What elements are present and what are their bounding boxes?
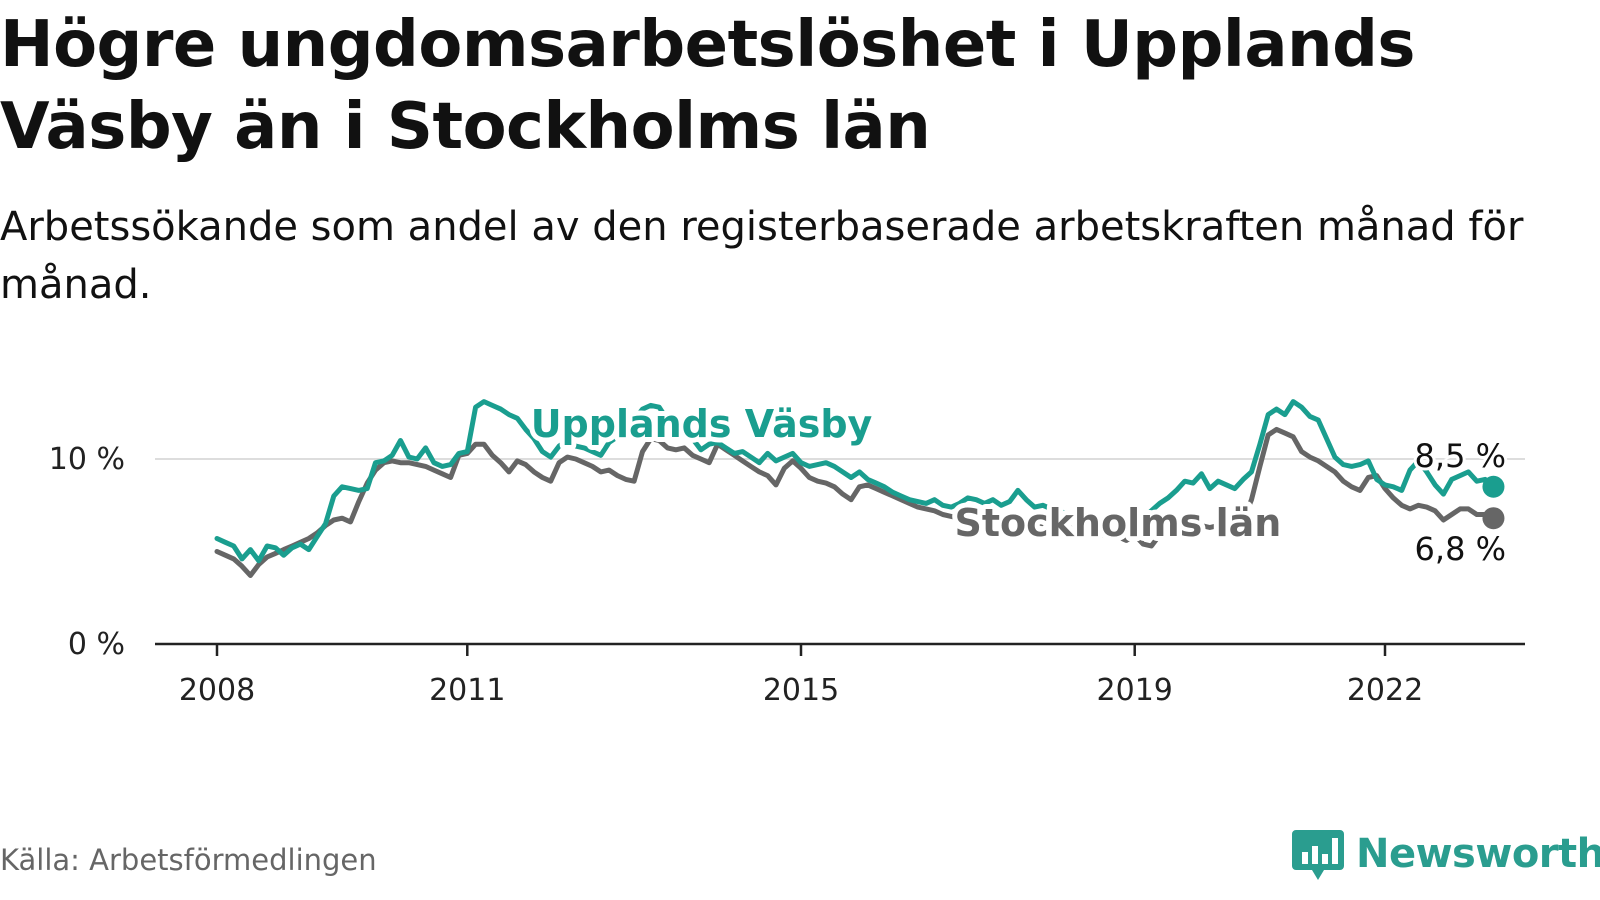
x-tick-label: 2011 [429, 673, 505, 708]
series-label-upplands-vasby: Upplands Väsby [531, 402, 873, 446]
end-point-stockholms-lan [1482, 507, 1505, 530]
x-tick-label: 2015 [763, 673, 839, 708]
bar-chart-speech-bubble-icon [1292, 830, 1344, 880]
x-tick-label: 2022 [1347, 673, 1423, 708]
series-line-stockholms-lan [214, 426, 1496, 578]
series-line-upplands-vasby [214, 399, 1496, 564]
end-point-upplands-vasby [1482, 475, 1505, 498]
end-label-stockholms-lan: 6,8 % [1415, 530, 1506, 568]
y-tick-label: 10 % [49, 442, 125, 477]
end-label-upplands-vasby: 8,5 % [1415, 437, 1506, 475]
chart-title: Högre ungdomsarbetslöshet i Upplands Väs… [0, 8, 1416, 164]
brand-name: Newsworthy [1356, 831, 1600, 877]
newsworthy-logo[interactable]: Newsworthy [1290, 826, 1600, 882]
chart-subtitle: Arbetssökande som andel av den registerb… [0, 204, 1524, 308]
series-label-stockholms-lan: Stockholms län [955, 501, 1282, 545]
x-tick-label: 2008 [179, 673, 255, 708]
source-note: Källa: Arbetsförmedlingen [0, 843, 377, 877]
x-tick-label: 2019 [1097, 673, 1173, 708]
y-tick-label: 0 % [68, 627, 125, 662]
